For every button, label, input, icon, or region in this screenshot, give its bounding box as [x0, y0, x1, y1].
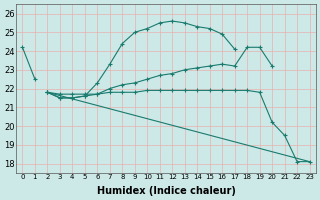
X-axis label: Humidex (Indice chaleur): Humidex (Indice chaleur): [97, 186, 236, 196]
